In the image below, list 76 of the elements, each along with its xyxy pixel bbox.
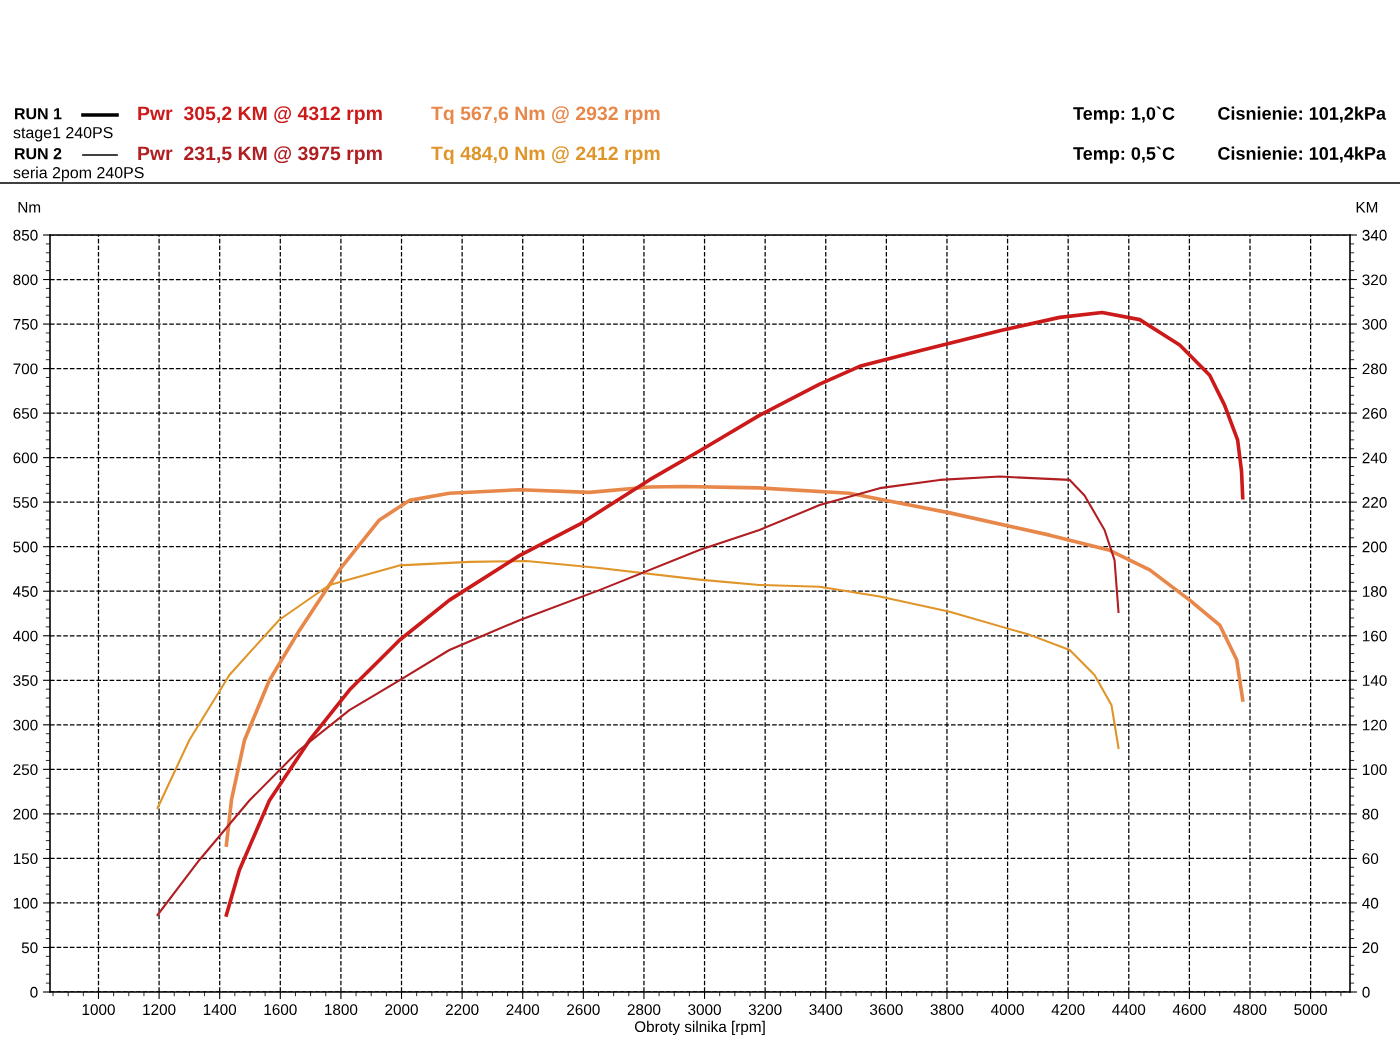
y2-tick-label: 300 bbox=[1362, 318, 1387, 330]
y2-tick-label: 280 bbox=[1362, 363, 1387, 375]
y2-tick-label: 40 bbox=[1362, 897, 1379, 909]
x-tick-label: 3800 bbox=[930, 1004, 964, 1016]
text: RUN 2 bbox=[15, 147, 62, 160]
y2-tick-label: 80 bbox=[1362, 808, 1379, 820]
y-tick-label: 850 bbox=[13, 229, 38, 241]
x-tick-label: 4800 bbox=[1233, 1004, 1267, 1016]
y2-tick-label: 340 bbox=[1362, 229, 1387, 241]
y-axis-title: Nm bbox=[18, 201, 41, 213]
x-tick-label: 3600 bbox=[869, 1004, 903, 1016]
x-tick-label: 2800 bbox=[627, 1004, 661, 1016]
x-tick-label: 4200 bbox=[1051, 1004, 1085, 1016]
y2-tick-label: 60 bbox=[1362, 853, 1379, 865]
line-series bbox=[224, 484, 1245, 847]
y-tick-label: 150 bbox=[13, 853, 38, 865]
line-series bbox=[156, 475, 1120, 916]
y-tick-label: 700 bbox=[13, 363, 38, 375]
y-tick-label: 300 bbox=[13, 719, 38, 731]
text: Pwr 305,2 KM @ 4312 rpm bbox=[138, 106, 382, 125]
x-tick-label: 1000 bbox=[82, 1004, 115, 1016]
x-tick-label: 3000 bbox=[688, 1004, 721, 1016]
y-tick-label: 450 bbox=[13, 586, 38, 597]
text: Tq 567,6 Nm @ 2932 rpm bbox=[431, 106, 660, 125]
y-tick-label: 50 bbox=[21, 942, 38, 954]
x-tick-label: 1200 bbox=[143, 1004, 176, 1016]
y-tick-label: 0 bbox=[30, 986, 38, 998]
y-tick-label: 400 bbox=[13, 630, 38, 642]
x-tick-label: 1400 bbox=[203, 1004, 237, 1016]
line-series bbox=[224, 310, 1245, 917]
text: seria 2pom 240PS bbox=[13, 166, 144, 182]
y2-tick-label: 320 bbox=[1362, 274, 1387, 286]
y2-tick-label: 160 bbox=[1362, 630, 1387, 642]
y2-tick-label: 220 bbox=[1362, 497, 1387, 508]
x-tick-label: 5000 bbox=[1294, 1004, 1327, 1016]
y2-tick-label: 120 bbox=[1362, 719, 1387, 731]
y-tick-label: 750 bbox=[13, 318, 38, 330]
x-tick-label: 2000 bbox=[385, 1004, 418, 1016]
y-tick-label: 550 bbox=[13, 497, 38, 508]
line-series bbox=[156, 559, 1120, 810]
y2-axis-title: KM bbox=[1356, 201, 1378, 213]
text: Cisnienie: 101,2kPa bbox=[1218, 106, 1387, 123]
x-tick-label: 4400 bbox=[1112, 1004, 1146, 1016]
x-tick-label: 3400 bbox=[809, 1004, 843, 1016]
y-tick-label: 200 bbox=[13, 808, 38, 820]
y2-tick-label: 260 bbox=[1362, 407, 1387, 419]
x-tick-label: 2400 bbox=[506, 1004, 540, 1016]
y-tick-label: 650 bbox=[13, 407, 38, 419]
x-tick-label: 4600 bbox=[1172, 1004, 1206, 1016]
x-tick-label: 4000 bbox=[990, 1004, 1024, 1016]
x-tick-label: 2600 bbox=[567, 1004, 600, 1016]
text: Pwr 231,5 KM @ 3975 rpm bbox=[138, 146, 382, 165]
y-tick-label: 100 bbox=[13, 897, 38, 909]
text: Cisnienie: 101,4kPa bbox=[1218, 146, 1387, 163]
x-axis-title: Obroty silnika [rpm] bbox=[634, 1020, 765, 1036]
y2-tick-label: 100 bbox=[1362, 764, 1387, 776]
y-tick-label: 600 bbox=[13, 452, 38, 464]
text: Temp: 0,5`C bbox=[1073, 146, 1175, 164]
text: Temp: 1,0`C bbox=[1073, 106, 1175, 124]
x-tick-label: 1600 bbox=[264, 1004, 297, 1016]
y2-tick-label: 140 bbox=[1362, 675, 1387, 686]
y-tick-label: 800 bbox=[13, 274, 38, 286]
y2-tick-label: 240 bbox=[1362, 452, 1387, 464]
y2-tick-label: 20 bbox=[1362, 942, 1379, 954]
y-tick-label: 250 bbox=[13, 764, 38, 776]
y-tick-label: 350 bbox=[13, 675, 38, 686]
x-tick-label: 1800 bbox=[325, 1004, 358, 1016]
text: Tq 484,0 Nm @ 2412 rpm bbox=[431, 146, 660, 165]
x-tick-label: 2200 bbox=[445, 1004, 479, 1016]
x-tick-label: 3200 bbox=[748, 1004, 782, 1016]
y2-tick-label: 0 bbox=[1362, 986, 1370, 998]
y-tick-label: 500 bbox=[13, 541, 38, 553]
y2-tick-label: 200 bbox=[1362, 541, 1387, 553]
text: RUN 1 bbox=[15, 108, 62, 120]
y2-tick-label: 180 bbox=[1362, 586, 1387, 597]
text: stage1 240PS bbox=[13, 126, 113, 142]
